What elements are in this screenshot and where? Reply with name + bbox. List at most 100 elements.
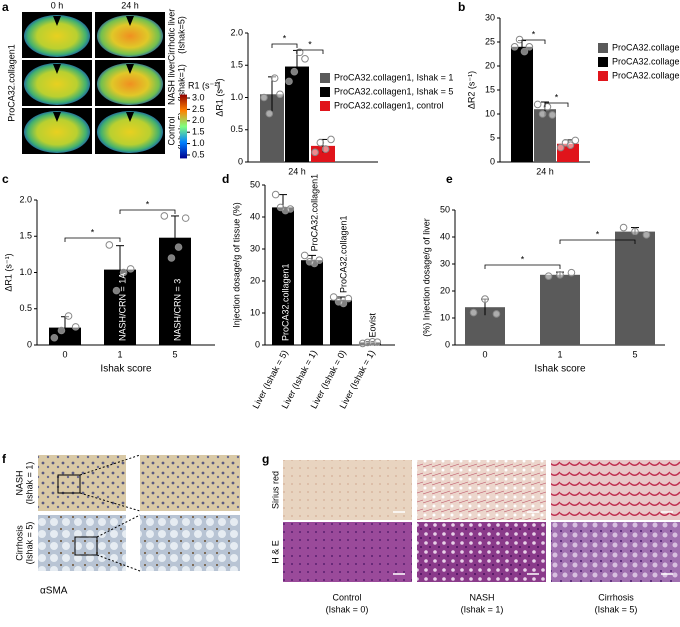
significance-star: * [596,229,600,239]
legend-swatch [598,57,608,67]
data-point [285,77,293,86]
data-point [373,338,382,346]
panel-letter: a [2,0,9,14]
zoom-line [96,514,141,538]
y-tick-label: 0 [238,156,243,166]
mri-spine [126,112,134,122]
zoom-box [74,536,98,556]
ihc-zoom [140,455,240,511]
legend-swatch [598,71,608,81]
data-point [260,93,268,102]
y-tick-label: 30 [250,243,260,253]
histology-image [551,460,680,520]
legend-label: ProCA32.collagen1, Ishak = 5 [334,86,453,96]
y-tick-label: 0.5 [230,124,243,134]
histology-image [283,522,412,582]
row-label: Control [166,116,176,145]
bar [534,109,556,162]
data-point [329,293,338,301]
x-tick-label: 1 [117,349,122,359]
significance-bracket [271,43,298,48]
legend-label: ProCA32.collagen1, Ishak = 1 [334,72,453,82]
column-label: NASH [469,592,494,602]
significance-bracket [296,49,324,54]
y-axis-label: ΔR2 (s⁻¹) [466,71,476,109]
data-point [543,103,552,111]
data-point [556,271,564,279]
y-tick-label: 2.0 [230,27,243,37]
data-point [112,286,121,295]
mri-liver [24,111,90,153]
zoom-box [57,474,81,494]
significance-bracket [521,39,546,44]
data-point [556,143,565,152]
data-point [265,109,274,118]
column-label: (Ishak = 5) [595,604,638,614]
x-tick-label: 5 [632,349,637,359]
zoom-line [79,454,141,476]
colorbar-tick-label: 2.0 [192,115,205,125]
data-point [492,310,501,318]
zoom-line [79,492,141,512]
mri-spine [53,64,61,74]
panel-letter: e [446,172,453,186]
data-point [167,254,176,262]
data-point [619,223,628,232]
x-tick-label: 0 [482,349,487,359]
data-point [567,268,576,277]
x-tick-label: 24 h [536,166,554,176]
y-axis-label: Injection dosage/g of tissue (%) [231,202,241,328]
data-point [525,43,534,51]
error-bar [116,245,124,294]
histology-image [417,522,546,582]
legend-label: ProCA32.collagen1, control [612,70,680,80]
mri-spine [126,64,134,74]
x-tick-label: 0 [62,349,67,359]
panel-letter: d [222,172,229,186]
y-tick-label: 1.5 [230,60,243,70]
mri-liver [97,111,163,153]
colorbar-label: R1 (s⁻¹) [188,80,220,90]
data-point [295,48,304,57]
mri-spine [53,112,61,122]
y-tick-label: 1.0 [19,267,32,277]
data-point [481,295,489,303]
column-label: Control [332,592,361,602]
data-point [642,231,651,239]
x-axis-label: Ishak score [100,364,152,375]
row-label: NASH [14,470,24,495]
ihc-image [38,515,126,571]
data-point [321,145,330,153]
row-label: Cirrhotic liver [166,9,176,62]
legend-swatch [598,43,608,53]
y-tick-label: 1.5 [19,231,32,241]
y-tick-label: 40 [250,211,260,221]
data-point [571,136,580,145]
bar [301,260,323,345]
bar-label: NASH/CRN = 3 [172,279,182,341]
row-label: Cirrhosis [14,525,24,561]
significance-star: * [283,33,287,43]
significance-bracket [484,264,561,269]
data-point [160,212,169,220]
bar-label: NASH/CRN = 1A [117,273,127,341]
data-point [57,326,66,335]
colorbar-tick-label: 2.5 [192,104,205,114]
bar-label: ProCA32.collagen1 [338,215,348,293]
data-point [105,241,114,249]
data-point [271,190,280,199]
ihc-zoom [140,515,240,571]
column-label: 24 h [121,0,139,10]
data-point [126,265,135,273]
data-point [276,90,284,99]
y-tick-label: 10 [250,307,260,317]
row-label: (Ishak = 1) [24,462,34,505]
data-point [119,268,128,277]
colorbar-tick-label: 1.0 [192,138,205,148]
y-tick-label: 0.5 [19,303,32,313]
data-point [327,135,335,144]
y-tick-label: 20 [440,285,450,295]
significance-star: * [91,227,95,237]
histology-image [283,460,412,520]
data-point [181,214,190,222]
